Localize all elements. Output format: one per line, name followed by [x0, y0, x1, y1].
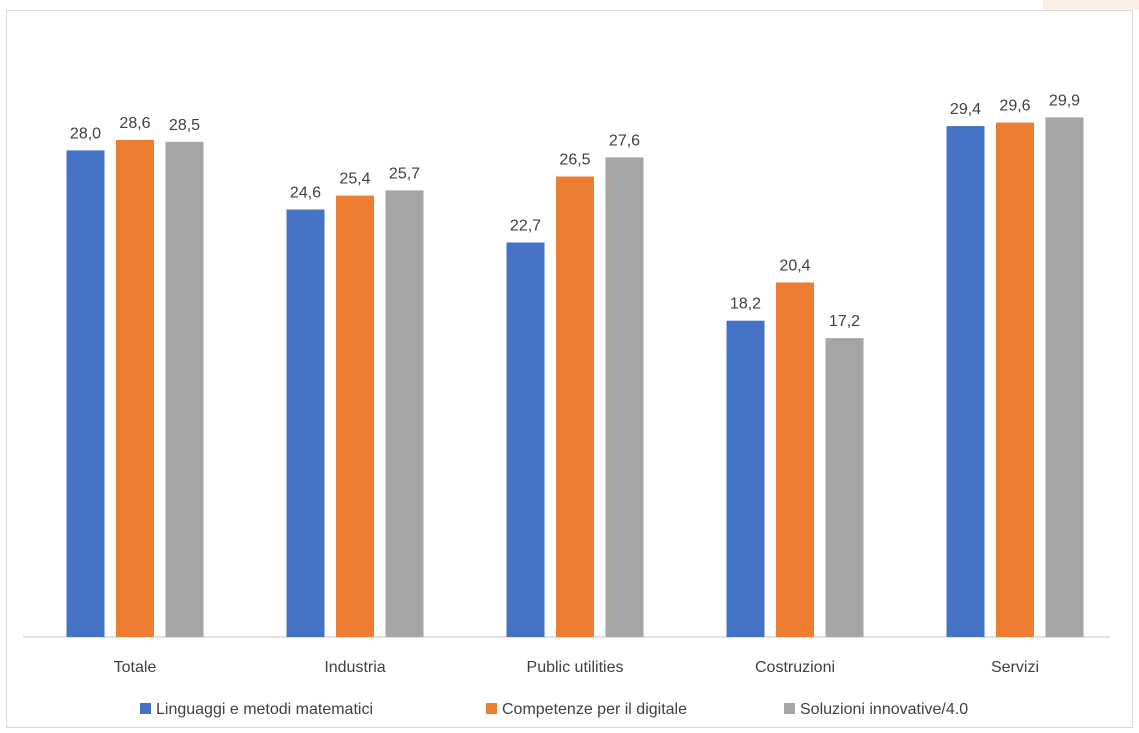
legend-swatch-2 — [486, 703, 497, 714]
value-label-3-5: 29,9 — [1049, 92, 1080, 109]
bar-1-4 — [726, 320, 765, 637]
category-label-3: Public utilities — [527, 659, 624, 676]
legend-swatch-1 — [140, 703, 151, 714]
category-label-1: Totale — [114, 659, 157, 676]
legend-swatch-3 — [784, 703, 795, 714]
bar-2-2 — [336, 195, 374, 637]
legend-label-3: Soluzioni innovative/4.0 — [800, 701, 968, 718]
bar-1-3 — [506, 242, 545, 637]
category-label-5: Servizi — [991, 659, 1039, 676]
value-label-1-2: 24,6 — [290, 185, 321, 202]
bars-group — [66, 117, 1084, 638]
bar-1-2 — [286, 209, 325, 637]
value-label-2-5: 29,6 — [999, 98, 1030, 115]
bar-2-5 — [996, 122, 1034, 638]
bar-2-1 — [116, 140, 154, 637]
value-label-2-1: 28,6 — [119, 115, 150, 132]
value-label-1-3: 22,7 — [510, 218, 541, 235]
category-labels-group: Totale Industria Public utilities Costruzio… — [114, 659, 1039, 676]
value-label-3-2: 25,7 — [389, 165, 420, 182]
bar-1-1 — [66, 150, 105, 637]
bar-3-1 — [165, 141, 204, 638]
value-label-3-3: 27,6 — [609, 132, 640, 149]
value-label-1-5: 29,4 — [950, 101, 981, 118]
bar-1-5 — [946, 126, 985, 637]
bar-3-4 — [825, 338, 864, 637]
value-label-3-4: 17,2 — [829, 313, 860, 330]
category-label-4: Costruzioni — [755, 659, 835, 676]
bar-2-4 — [776, 282, 814, 637]
legend-label-2: Competenze per il digitale — [502, 701, 687, 718]
value-label-2-2: 25,4 — [339, 171, 370, 188]
legend: Linguaggi e metodi matematici Competenze … — [140, 701, 968, 718]
value-label-1-4: 18,2 — [730, 296, 761, 313]
value-label-2-3: 26,5 — [559, 152, 590, 169]
bar-3-5 — [1045, 117, 1084, 637]
value-label-3-1: 28,5 — [169, 117, 200, 134]
value-label-2-4: 20,4 — [779, 258, 810, 275]
bar-3-3 — [605, 157, 644, 637]
corner-decoration — [1043, 0, 1139, 10]
bar-3-2 — [385, 190, 424, 637]
value-label-1-1: 28,0 — [70, 125, 101, 142]
bar-2-3 — [556, 176, 594, 637]
category-label-2: Industria — [324, 659, 385, 676]
value-labels-group: 28,0 28,6 28,5 24,6 25,4 25,7 22,7 26,5 27,6 18,2… — [70, 92, 1080, 330]
legend-label-1: Linguaggi e metodi matematici — [156, 701, 373, 718]
